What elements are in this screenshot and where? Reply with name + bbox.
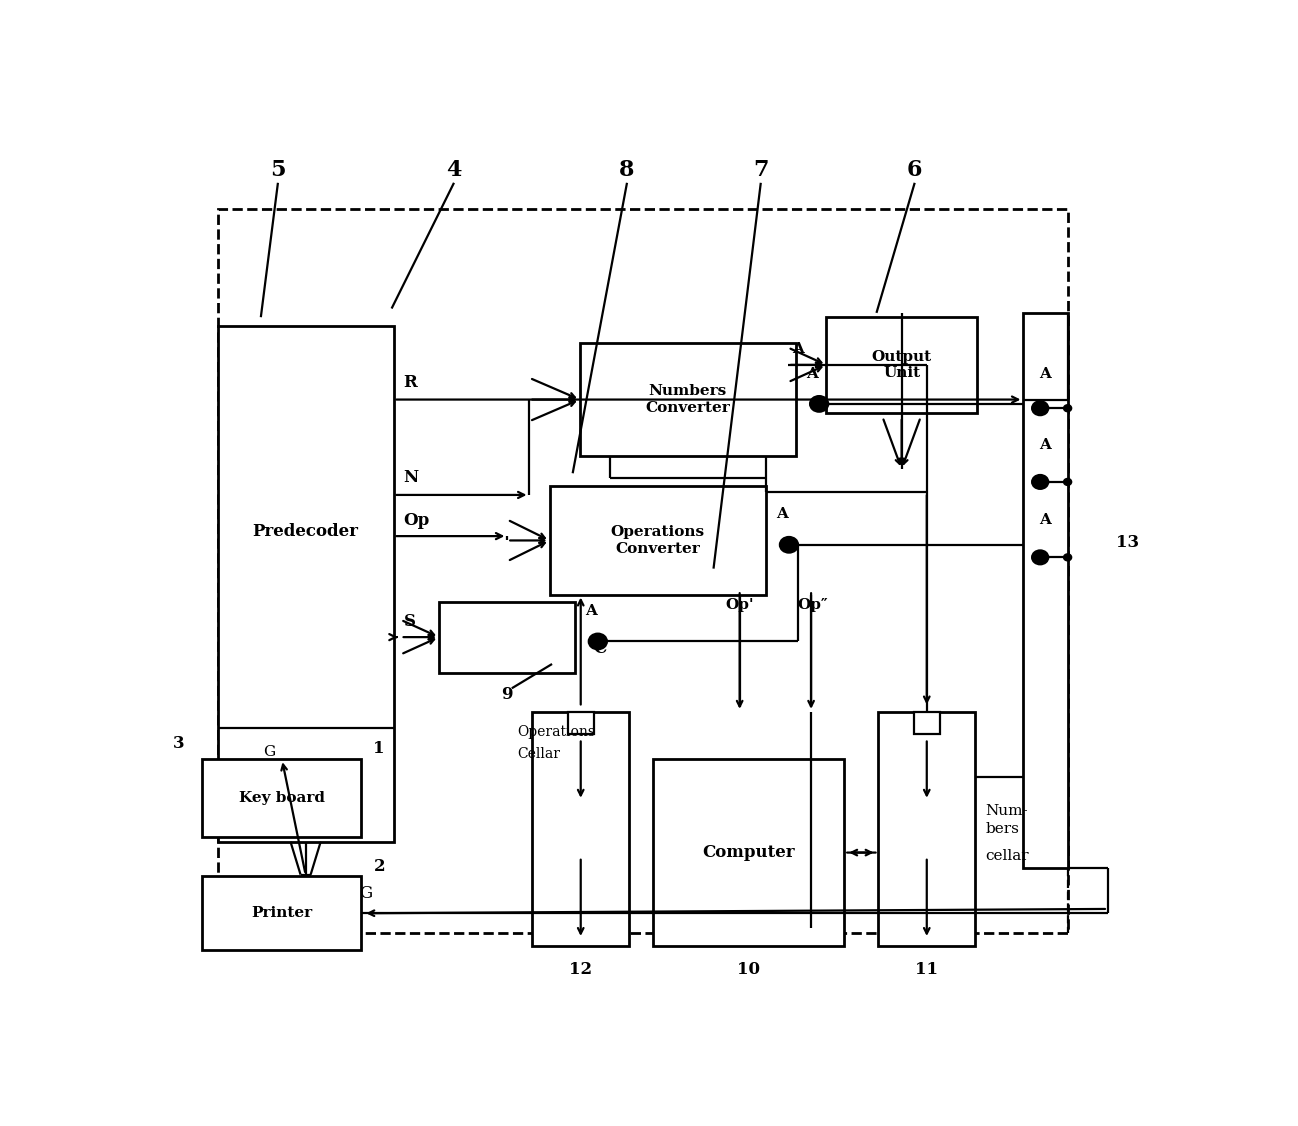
Text: 5: 5: [270, 159, 286, 181]
Text: A: A: [792, 342, 803, 356]
Text: 11: 11: [915, 962, 938, 978]
Circle shape: [589, 634, 607, 650]
Text: G: G: [360, 885, 373, 902]
Circle shape: [780, 537, 798, 553]
Text: A: A: [584, 605, 597, 618]
Text: Num-: Num-: [985, 804, 1028, 819]
Text: 3: 3: [173, 735, 184, 752]
Text: cellar: cellar: [985, 849, 1029, 864]
Circle shape: [810, 396, 828, 412]
FancyBboxPatch shape: [653, 759, 844, 946]
Text: A: A: [1040, 513, 1051, 527]
Text: A: A: [1040, 438, 1051, 452]
Circle shape: [1063, 479, 1072, 485]
Text: N: N: [404, 470, 419, 486]
Text: 6: 6: [907, 159, 923, 181]
Circle shape: [1063, 404, 1072, 412]
FancyBboxPatch shape: [879, 712, 975, 946]
Text: Operations
Converter: Operations Converter: [610, 526, 705, 555]
FancyBboxPatch shape: [549, 486, 766, 595]
Text: Key board: Key board: [239, 792, 324, 805]
FancyBboxPatch shape: [218, 325, 393, 842]
Text: S: S: [404, 613, 415, 631]
Text: 9: 9: [501, 686, 513, 703]
Text: Op″: Op″: [798, 598, 828, 613]
Text: G: G: [263, 745, 275, 759]
Text: Op': Op': [726, 598, 754, 613]
Text: Operations: Operations: [517, 725, 594, 739]
Circle shape: [1063, 554, 1072, 561]
Text: Numbers
Converter: Numbers Converter: [645, 384, 731, 414]
Text: R: R: [404, 374, 418, 391]
Text: A: A: [806, 367, 818, 381]
Circle shape: [1032, 475, 1049, 489]
Text: 8: 8: [619, 159, 635, 181]
Text: 1: 1: [374, 741, 386, 758]
FancyBboxPatch shape: [827, 318, 977, 412]
FancyBboxPatch shape: [202, 759, 361, 838]
Text: 10: 10: [737, 962, 761, 978]
Text: 4: 4: [447, 159, 462, 181]
Text: 2: 2: [374, 858, 386, 875]
Text: 12: 12: [569, 962, 592, 978]
Text: 7: 7: [753, 159, 768, 181]
FancyBboxPatch shape: [567, 712, 593, 734]
FancyBboxPatch shape: [202, 876, 361, 950]
Text: A: A: [776, 508, 788, 521]
Circle shape: [1032, 551, 1049, 564]
FancyBboxPatch shape: [532, 712, 630, 946]
Text: C: C: [593, 641, 606, 658]
Text: bers: bers: [985, 822, 1019, 835]
Text: Cellar: Cellar: [517, 748, 559, 761]
Circle shape: [1032, 401, 1049, 415]
Text: Op: Op: [404, 512, 430, 529]
Text: Predecoder: Predecoder: [253, 524, 358, 540]
FancyBboxPatch shape: [580, 343, 796, 456]
FancyBboxPatch shape: [1023, 313, 1067, 868]
FancyBboxPatch shape: [914, 712, 940, 734]
Text: Printer: Printer: [252, 906, 313, 920]
Text: 13: 13: [1116, 534, 1140, 551]
Text: Output
Unit: Output Unit: [871, 350, 932, 379]
Text: Computer: Computer: [702, 844, 796, 861]
FancyBboxPatch shape: [439, 601, 575, 672]
Text: A: A: [1040, 367, 1051, 381]
